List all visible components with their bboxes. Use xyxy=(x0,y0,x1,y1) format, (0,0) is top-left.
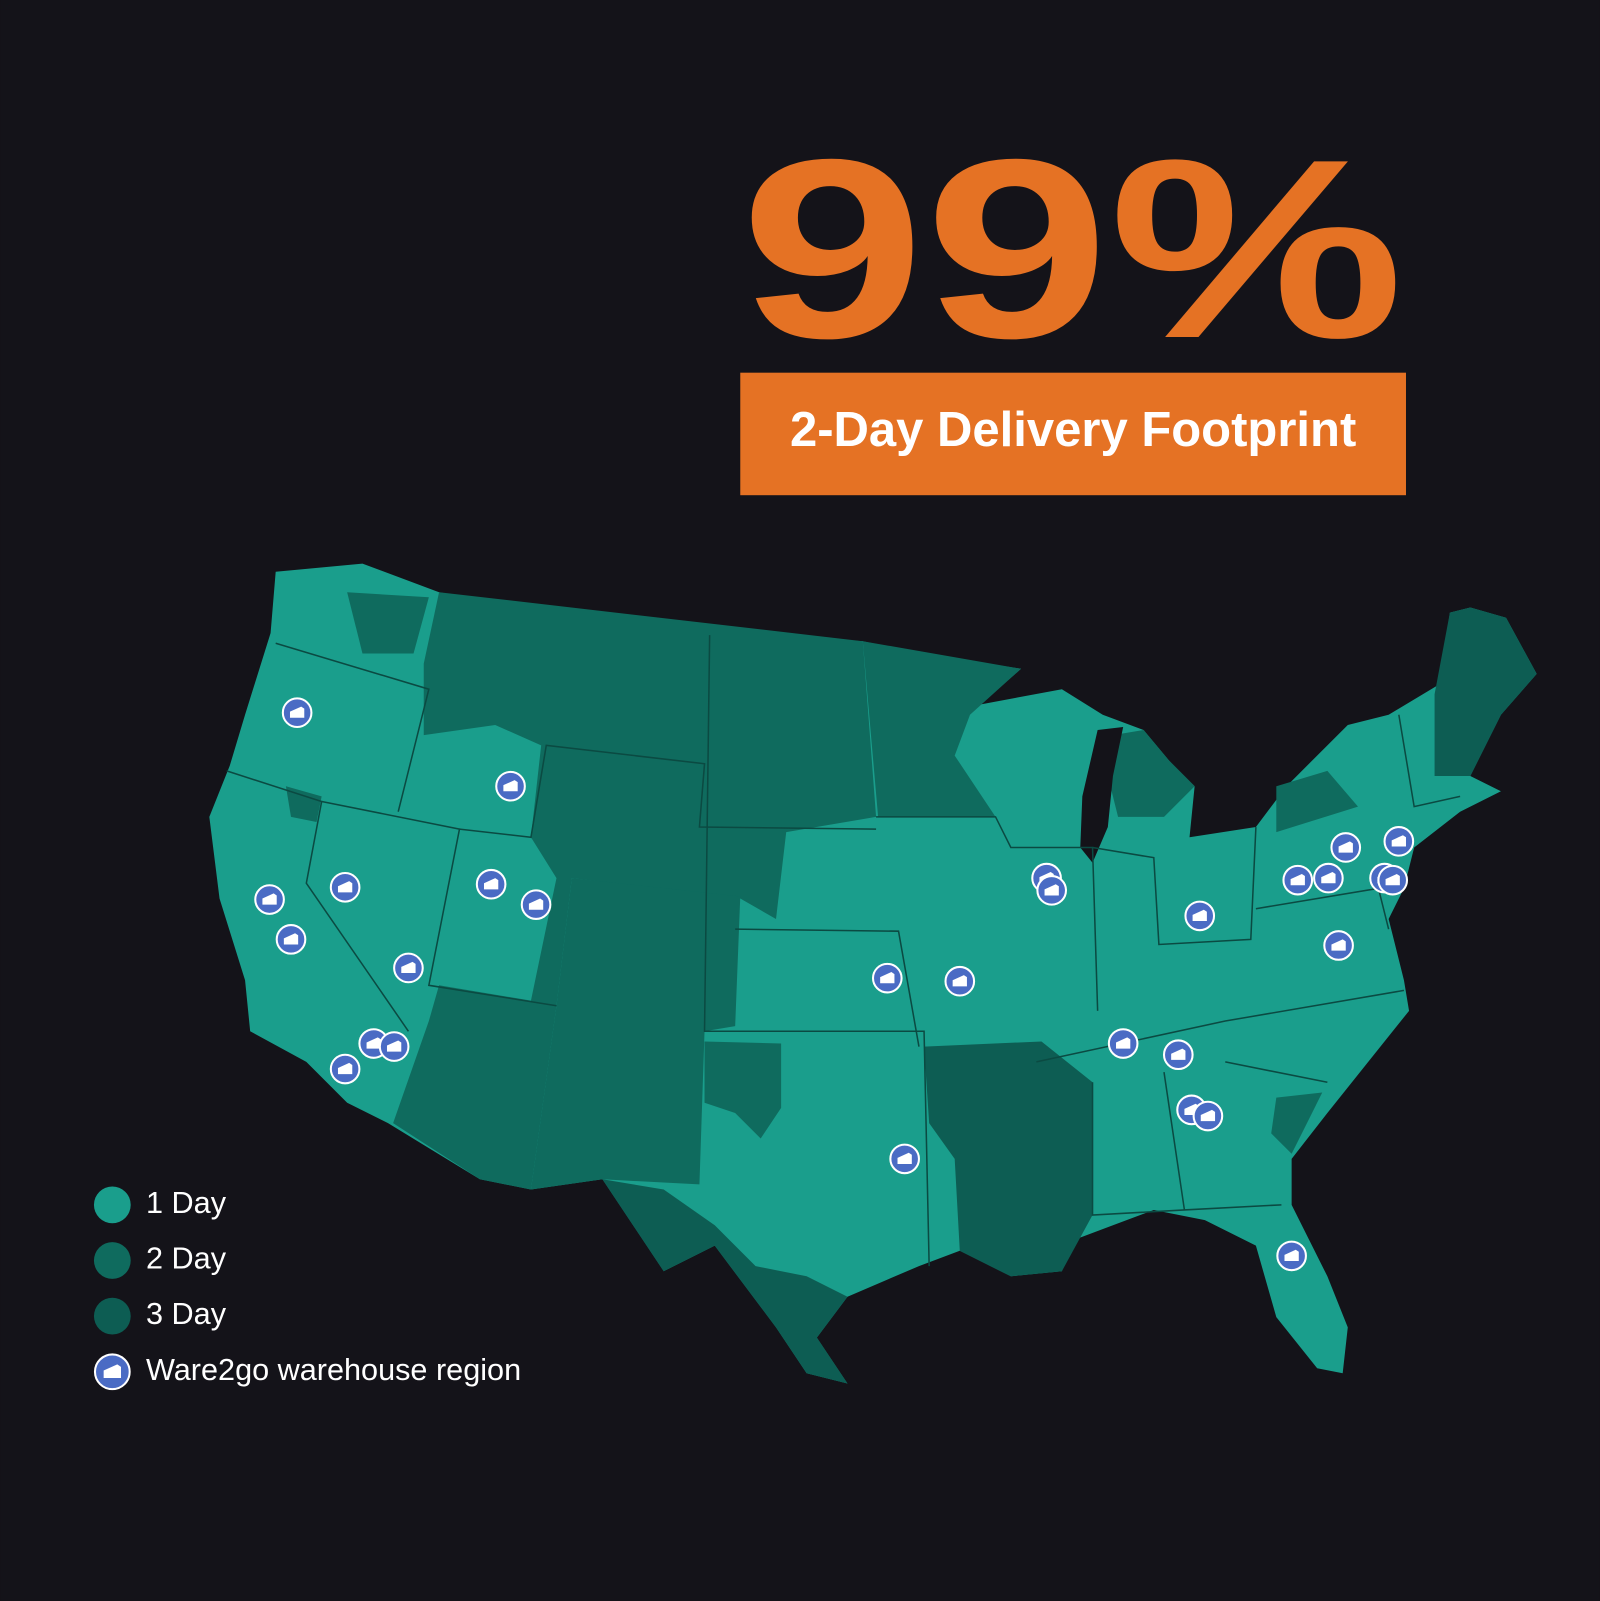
lake-michigan xyxy=(1080,726,1124,863)
marker-icon xyxy=(262,893,277,905)
marker-icon xyxy=(880,972,895,984)
marker-icon xyxy=(1284,1249,1299,1261)
warehouse-marker xyxy=(1107,1028,1139,1059)
warehouse-marker xyxy=(1276,1240,1307,1272)
warehouse-marker xyxy=(275,924,307,955)
warehouse-marker xyxy=(1162,1039,1194,1071)
warehouse-marker xyxy=(1323,930,1354,961)
warehouse-marker xyxy=(329,1053,361,1085)
warehouse-marker xyxy=(475,868,507,900)
marker-icon xyxy=(952,975,967,987)
warehouse-marker xyxy=(889,1143,920,1175)
warehouse-marker xyxy=(1192,1100,1224,1132)
legend-swatch xyxy=(93,1242,131,1279)
marker-icon xyxy=(1391,835,1406,847)
marker-icon xyxy=(283,933,299,945)
warehouse-marker xyxy=(329,871,361,903)
two-day-zone xyxy=(530,878,741,1190)
warehouse-marker xyxy=(944,965,976,997)
marker-icon xyxy=(897,1152,912,1164)
marker-icon xyxy=(503,780,518,792)
headline-stat: 99% xyxy=(740,107,1404,392)
warehouse-marker xyxy=(393,952,424,984)
two-day-zone xyxy=(862,641,1022,817)
marker-icon xyxy=(1385,874,1400,886)
marker-icon xyxy=(1321,871,1336,884)
warehouse-marker xyxy=(1282,864,1314,896)
caption-box xyxy=(740,372,1406,496)
two-day-zone xyxy=(704,1041,782,1139)
marker-icon xyxy=(1338,841,1353,853)
two-day-zone xyxy=(285,786,322,822)
marker-icon xyxy=(528,898,544,910)
two-day-zone xyxy=(347,592,429,654)
warehouse-marker xyxy=(1036,875,1068,906)
warehouse-marker xyxy=(1313,862,1344,894)
warehouse-marker xyxy=(1330,832,1362,863)
marker-icon xyxy=(1331,939,1346,951)
two-day-zone xyxy=(1276,770,1359,833)
warehouse-marker xyxy=(1184,900,1216,932)
warehouse-marker xyxy=(1383,826,1415,857)
marker-icon xyxy=(103,1364,122,1378)
two-day-zone xyxy=(1107,730,1195,817)
marker-icon xyxy=(1192,909,1207,921)
warehouse-marker xyxy=(93,1353,131,1391)
state-borders xyxy=(226,635,1461,1267)
marker-icon xyxy=(1200,1109,1216,1122)
legend-label: 3 Day xyxy=(146,1297,227,1331)
marker-icon xyxy=(1116,1037,1131,1049)
warehouse-marker xyxy=(1377,864,1409,896)
legend: 1 Day 2 Day 3 Day Ware2go warehouse region xyxy=(93,1186,521,1391)
marker-icon xyxy=(366,1037,381,1049)
warehouse-marker xyxy=(871,962,903,994)
marker-icon xyxy=(1171,1048,1186,1060)
us-map xyxy=(209,563,1537,1384)
warehouse-marker xyxy=(520,889,552,920)
warehouse-marker xyxy=(254,884,285,915)
marker-icon xyxy=(1290,874,1305,886)
three-day-zone xyxy=(602,1179,848,1384)
three-day-zone xyxy=(924,1041,1093,1277)
legend-swatch xyxy=(93,1186,131,1224)
legend-label: 2 Day xyxy=(146,1242,227,1276)
marker-icon xyxy=(289,706,305,718)
two-day-zone xyxy=(393,592,877,1190)
marker-icon xyxy=(483,878,499,890)
marker-icon xyxy=(337,881,353,893)
headline-caption: 2-Day Delivery Footprint xyxy=(790,403,1356,457)
legend-swatch xyxy=(93,1297,131,1335)
legend-label: Ware2go warehouse region xyxy=(146,1353,521,1387)
legend-label: 1 Day xyxy=(146,1186,227,1220)
three-day-zone xyxy=(1434,607,1537,776)
marker-icon xyxy=(401,961,416,974)
warehouse-marker xyxy=(378,1031,410,1062)
marker-icon xyxy=(386,1040,402,1052)
marker-icon xyxy=(337,1062,353,1075)
marker-icon xyxy=(1044,884,1059,896)
two-day-zone xyxy=(1271,1092,1323,1154)
warehouse-marker xyxy=(495,770,526,802)
warehouse-marker xyxy=(281,697,313,729)
